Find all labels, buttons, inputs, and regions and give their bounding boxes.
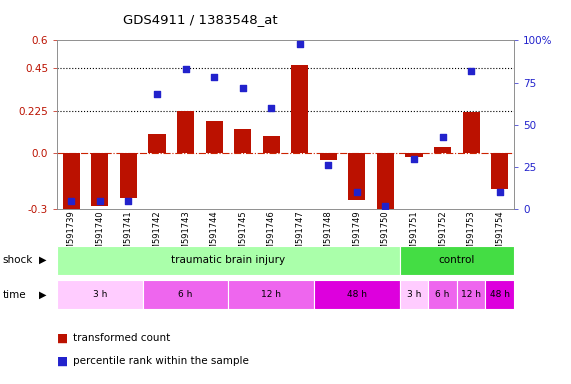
Bar <box>148 134 166 153</box>
Bar <box>491 153 508 189</box>
Bar <box>348 153 365 200</box>
Bar <box>463 112 480 153</box>
Point <box>295 41 304 47</box>
Bar <box>120 153 137 198</box>
Point <box>352 189 361 195</box>
Text: ▶: ▶ <box>39 290 46 300</box>
Point <box>267 105 276 111</box>
Text: 48 h: 48 h <box>489 290 510 299</box>
Bar <box>400 280 428 309</box>
Bar <box>405 153 423 157</box>
Bar <box>485 280 514 309</box>
Bar <box>228 280 314 309</box>
Text: GDS4911 / 1383548_at: GDS4911 / 1383548_at <box>123 13 277 26</box>
Point <box>324 162 333 169</box>
Point <box>238 84 247 91</box>
Point <box>409 156 419 162</box>
Bar <box>457 280 485 309</box>
Text: shock: shock <box>3 255 33 265</box>
Point <box>438 134 447 140</box>
Text: percentile rank within the sample: percentile rank within the sample <box>73 356 249 366</box>
Point <box>210 74 219 81</box>
Bar <box>428 280 457 309</box>
Text: ▶: ▶ <box>39 255 46 265</box>
Text: ■: ■ <box>57 331 68 344</box>
Point <box>95 198 104 204</box>
Bar <box>57 280 143 309</box>
Bar <box>314 280 400 309</box>
Bar <box>57 246 400 275</box>
Text: 3 h: 3 h <box>407 290 421 299</box>
Text: control: control <box>439 255 475 265</box>
Bar <box>320 153 337 161</box>
Bar <box>206 121 223 153</box>
Text: 6 h: 6 h <box>435 290 450 299</box>
Text: ■: ■ <box>57 354 68 367</box>
Point <box>152 91 162 98</box>
Bar <box>63 153 80 209</box>
Bar <box>263 136 280 153</box>
Bar <box>234 129 251 153</box>
Text: transformed count: transformed count <box>73 333 170 343</box>
Text: traumatic brain injury: traumatic brain injury <box>171 255 286 265</box>
Point <box>381 203 390 209</box>
Text: 3 h: 3 h <box>93 290 107 299</box>
Point <box>467 68 476 74</box>
Point <box>67 198 76 204</box>
Text: 12 h: 12 h <box>461 290 481 299</box>
Text: 6 h: 6 h <box>178 290 193 299</box>
Bar <box>291 65 308 153</box>
Point <box>181 66 190 72</box>
Bar <box>434 147 451 153</box>
Bar <box>400 246 514 275</box>
Text: 48 h: 48 h <box>347 290 367 299</box>
Bar <box>177 111 194 153</box>
Text: 12 h: 12 h <box>261 290 282 299</box>
Point <box>495 189 504 195</box>
Text: time: time <box>3 290 26 300</box>
Bar <box>377 153 394 213</box>
Bar <box>91 153 108 205</box>
Bar <box>143 280 228 309</box>
Point <box>124 198 133 204</box>
